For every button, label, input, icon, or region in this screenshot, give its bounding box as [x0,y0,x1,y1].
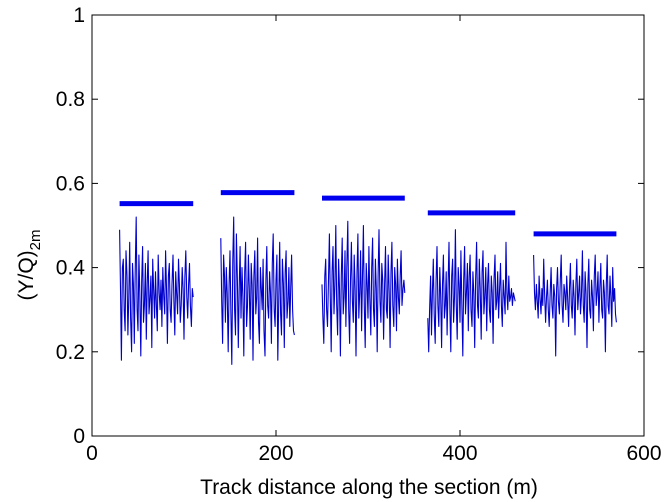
x-tick-label: 600 [626,442,661,465]
x-tick-label: 0 [86,442,98,465]
x-tick-label: 400 [442,442,477,465]
plot-area [92,15,644,436]
y-axis-label: (Y/Q)2m [15,229,44,300]
axes-box [91,14,645,437]
y-tick-label: 0.4 [56,257,86,280]
series-line-2 [220,216,295,365]
y-axis-label-subscript: 2m [27,229,44,250]
ticks-layer: 0 200 400 600 0 0.2 0.4 0.6 0.8 1 [56,4,662,465]
limits-layer [119,190,617,237]
plot-background [92,15,644,436]
series-line-3 [321,220,406,357]
axes-layer [91,14,645,437]
x-axis-label: Track distance along the section (m) [200,476,538,499]
x-tick-label: 200 [258,442,293,465]
y-axis-label-main: (Y/Q) [15,250,38,300]
y-tick-label: 1 [73,4,85,27]
series-line-1 [119,216,194,361]
series-layer [119,216,617,365]
y-tick-label: 0.6 [56,172,85,195]
y-tick-label: 0.8 [56,88,85,111]
y-tick-label: 0.2 [56,341,85,364]
series-line-4 [427,229,516,357]
y-tick-label: 0 [73,425,85,448]
series-line-5 [533,250,617,357]
